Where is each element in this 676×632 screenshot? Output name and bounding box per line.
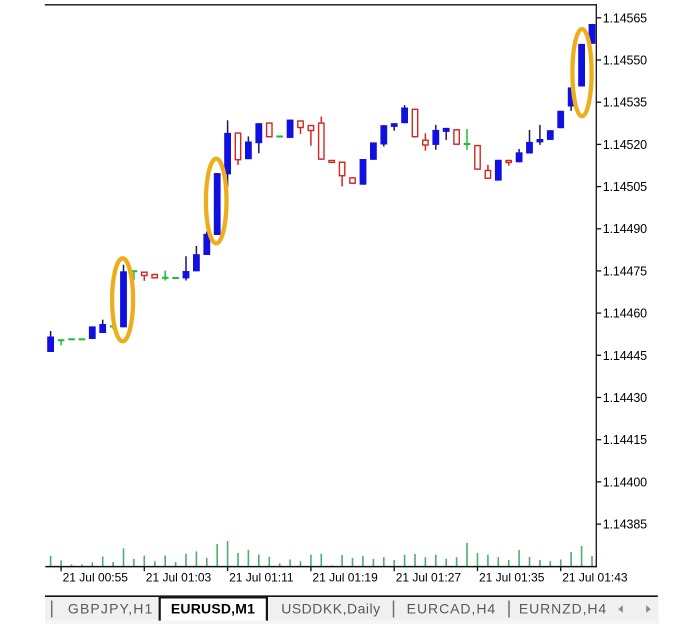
svg-text:EURUSD,M1: EURUSD,M1 bbox=[171, 601, 255, 617]
svg-text:1.14400: 1.14400 bbox=[603, 475, 647, 489]
svg-text:21 Jul 00:55: 21 Jul 00:55 bbox=[63, 571, 129, 585]
svg-text:USDDKK,Daily: USDDKK,Daily bbox=[281, 601, 380, 617]
svg-text:21 Jul 01:27: 21 Jul 01:27 bbox=[396, 571, 462, 585]
svg-text:1.14535: 1.14535 bbox=[603, 96, 647, 110]
svg-text:1.14415: 1.14415 bbox=[603, 433, 647, 447]
svg-text:21 Jul 01:03: 21 Jul 01:03 bbox=[146, 571, 212, 585]
svg-text:EURCAD,H4: EURCAD,H4 bbox=[407, 601, 496, 617]
svg-text:1.14565: 1.14565 bbox=[603, 11, 647, 25]
svg-text:1.14385: 1.14385 bbox=[603, 518, 647, 532]
svg-text:GBPJPY,H1: GBPJPY,H1 bbox=[68, 601, 154, 617]
svg-text:21 Jul 01:19: 21 Jul 01:19 bbox=[312, 571, 378, 585]
svg-text:21 Jul 01:35: 21 Jul 01:35 bbox=[479, 571, 545, 585]
svg-text:1.14445: 1.14445 bbox=[603, 349, 647, 363]
svg-text:21 Jul 01:43: 21 Jul 01:43 bbox=[562, 571, 628, 585]
svg-text:1.14430: 1.14430 bbox=[603, 391, 647, 405]
svg-text:1.14550: 1.14550 bbox=[603, 54, 647, 68]
svg-text:1.14490: 1.14490 bbox=[603, 222, 647, 236]
svg-text:1.14505: 1.14505 bbox=[603, 180, 647, 194]
svg-text:1.14520: 1.14520 bbox=[603, 138, 647, 152]
svg-text:EURNZD,H4: EURNZD,H4 bbox=[519, 601, 607, 617]
svg-text:1.14460: 1.14460 bbox=[603, 307, 647, 321]
svg-text:21 Jul 01:11: 21 Jul 01:11 bbox=[229, 571, 294, 585]
svg-text:1.14475: 1.14475 bbox=[603, 264, 647, 278]
